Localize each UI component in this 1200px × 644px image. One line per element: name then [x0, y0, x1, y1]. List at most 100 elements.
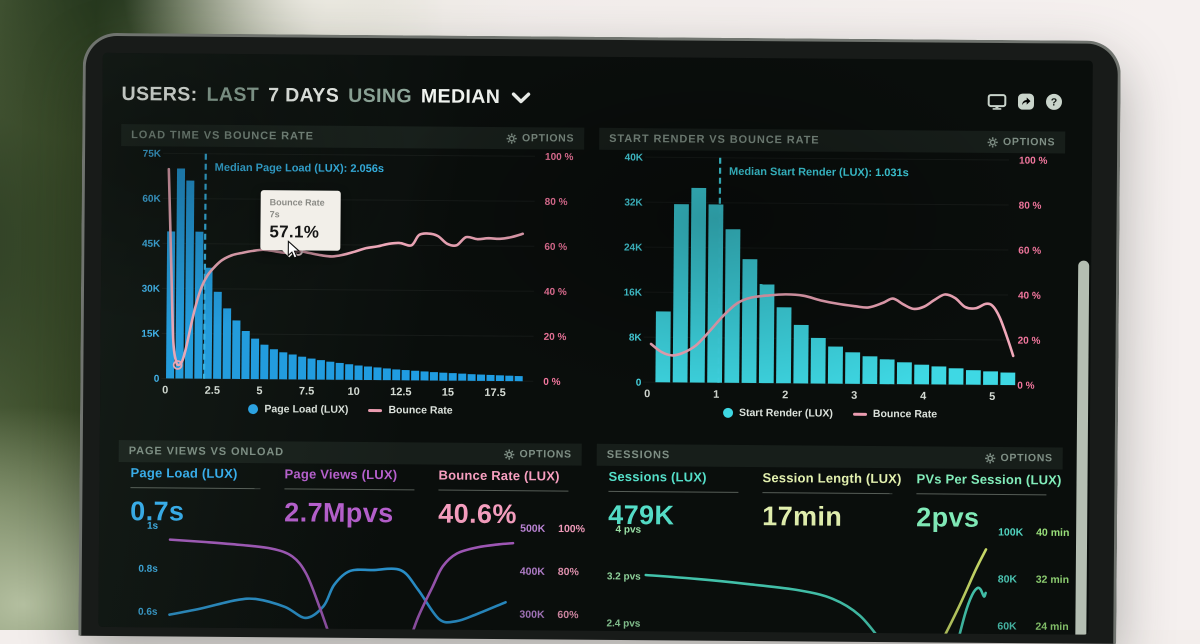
- histogram-bar: [776, 307, 791, 383]
- options-button[interactable]: OPTIONS: [984, 452, 1052, 465]
- histogram-bar: [373, 367, 381, 380]
- histogram-bar: [931, 366, 946, 384]
- options-button[interactable]: OPTIONS: [987, 136, 1055, 149]
- metric-column: Bounce Rate (LUX)40.6%: [438, 468, 568, 531]
- metric-divider: [916, 493, 1046, 495]
- x-axis-tick: 0: [644, 388, 650, 400]
- y-axis-left-tick: 8K: [629, 333, 643, 344]
- legend-dot-swatch: [248, 404, 258, 414]
- metric-value: 2pvs: [916, 502, 1061, 534]
- dashboard-screen: USERS: LAST 7 DAYS USING MEDIAN ? LOAD T…: [98, 53, 1092, 635]
- metric-column: PVs Per Session (LUX)2pvs: [916, 471, 1062, 534]
- y-axis-right-tick: 400K: [520, 566, 546, 578]
- laptop-frame: USERS: LAST 7 DAYS USING MEDIAN ? LOAD T…: [78, 33, 1121, 644]
- options-button[interactable]: OPTIONS: [504, 448, 572, 461]
- load-time-chart[interactable]: Median Page Load (LUX): 2.056s75K60K45K3…: [119, 148, 591, 407]
- y-axis-right-tick: 60 %: [1018, 246, 1041, 257]
- x-axis-tick: 17.5: [484, 387, 506, 399]
- histogram-bar: [811, 338, 826, 384]
- metric-label: Page Views (LUX): [284, 466, 414, 482]
- legend-label: Page Load (LUX): [264, 403, 348, 416]
- histogram-bar: [439, 373, 447, 381]
- metric-column: Page Views (LUX)2.7Mpvs: [284, 466, 414, 529]
- y-axis-left-tick: 15K: [141, 329, 160, 340]
- options-label: OPTIONS: [1000, 452, 1052, 464]
- start-render-chart[interactable]: Median Start Render (LUX): 1.031s40K32K2…: [597, 152, 1065, 411]
- histogram-bar: [354, 365, 362, 379]
- display-icon[interactable]: [987, 93, 1006, 109]
- gridline: [163, 153, 535, 156]
- panel-header-page-views: PAGE VIEWS VS ONLOAD OPTIONS: [119, 440, 582, 466]
- panel-title: LOAD TIME VS BOUNCE RATE: [131, 129, 314, 142]
- panel-header-sessions: SESSIONS OPTIONS: [597, 444, 1063, 470]
- x-axis-tick: 10: [348, 386, 360, 398]
- histogram-bar: [1000, 373, 1015, 386]
- histogram-bar: [880, 359, 895, 384]
- y-axis-left-tick: 2.4 pvs: [606, 618, 640, 629]
- options-button[interactable]: OPTIONS: [506, 132, 574, 145]
- histogram-bar: [223, 308, 232, 379]
- metric-label: Page Load (LUX): [131, 465, 261, 481]
- histogram-bar: [260, 345, 268, 380]
- x-axis-tick: 7.5: [299, 385, 314, 397]
- share-icon[interactable]: [1017, 93, 1034, 110]
- histogram-bar: [515, 376, 523, 381]
- histogram-bar: [411, 371, 419, 381]
- dashboard-title-dropdown[interactable]: USERS: LAST 7 DAYS USING MEDIAN: [121, 83, 530, 109]
- header-part: USERS:: [121, 83, 197, 107]
- x-axis-tick: 12.5: [390, 386, 412, 398]
- metric-value: 40.6%: [438, 499, 568, 531]
- median-annotation: Median Page Load (LUX): 2.056s: [215, 162, 384, 175]
- tooltip-label: Bounce Rate: [270, 197, 332, 209]
- histogram-bar: [279, 352, 287, 379]
- histogram-bar: [270, 349, 278, 379]
- histogram-bar: [241, 331, 249, 379]
- panel-title: SESSIONS: [607, 449, 671, 461]
- x-axis-tick: 3: [851, 390, 857, 402]
- y-axis-left-tick: 0: [154, 374, 160, 385]
- histogram-bar: [345, 364, 353, 380]
- gridline: [162, 243, 534, 246]
- x-axis-tick: 5: [256, 385, 262, 397]
- metric-divider: [284, 488, 414, 490]
- x-axis-tick: 2.5: [205, 385, 220, 397]
- x-axis-tick: 0: [162, 384, 168, 396]
- y-axis-right-tick: 0 %: [1017, 381, 1034, 392]
- page-scrollbar[interactable]: [1075, 261, 1089, 635]
- y-axis-right-tick: 100 %: [1019, 156, 1048, 167]
- y-axis-right-tick: 80 %: [545, 197, 568, 208]
- chevron-down-icon: [511, 92, 530, 104]
- x-axis-tick: 1: [713, 389, 719, 401]
- legend-item: Bounce Rate: [368, 404, 452, 417]
- options-label: OPTIONS: [1003, 136, 1055, 148]
- gear-icon: [506, 133, 517, 144]
- y-axis-right-tick: 40 %: [544, 287, 567, 298]
- histogram-bar: [949, 368, 964, 384]
- histogram-bar: [793, 325, 808, 384]
- y-axis-left-tick: 30K: [142, 284, 161, 295]
- legend-item: Page Load (LUX): [248, 403, 348, 416]
- histogram-bar: [336, 363, 344, 380]
- histogram-bar: [707, 204, 723, 382]
- legend-line-swatch: [368, 408, 382, 411]
- histogram-bar: [288, 354, 296, 379]
- histogram-bar: [307, 359, 315, 380]
- legend-line-swatch: [853, 412, 867, 415]
- histogram-bar: [486, 375, 494, 381]
- histogram-bar: [468, 374, 476, 381]
- legend-label: Bounce Rate: [873, 408, 937, 421]
- histogram-bar: [862, 356, 877, 384]
- y-axis-left-tick: 0: [636, 378, 642, 389]
- histogram-bar: [690, 188, 706, 383]
- panel-header-load-time: LOAD TIME VS BOUNCE RATE OPTIONS: [121, 124, 584, 150]
- y-axis-right-tick: 80 %: [1019, 201, 1042, 212]
- median-annotation: Median Start Render (LUX): 1.031s: [729, 166, 909, 179]
- metric-divider: [608, 491, 738, 493]
- y-axis-left-tick: 75K: [143, 149, 162, 160]
- histogram-bar: [232, 320, 240, 379]
- help-icon[interactable]: ?: [1045, 93, 1062, 110]
